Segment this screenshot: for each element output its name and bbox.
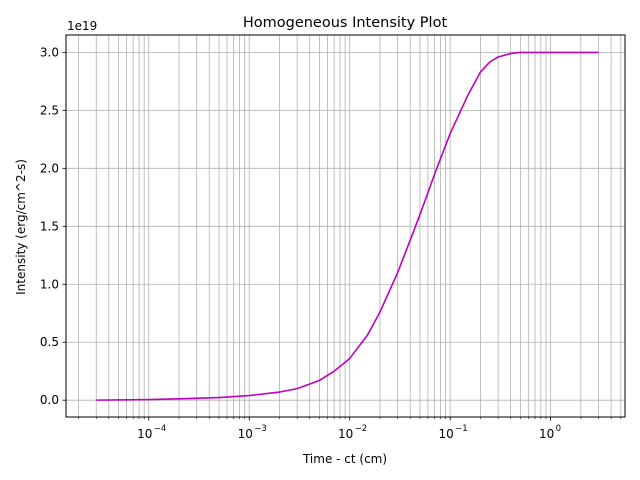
- y-tick-label: 0.5: [40, 335, 59, 349]
- axis-ticks: 10 −4 10 −3 10 −2 10 −1 10 00.00.51.01.52.02.53.0: [40, 45, 622, 441]
- x-tick-label: 10: [338, 427, 353, 441]
- x-tick-label-exponent: −2: [355, 424, 368, 434]
- x-tick-label: 10: [238, 427, 253, 441]
- y-offset-label: 1e19: [67, 19, 97, 33]
- y-tick-label: 2.5: [40, 103, 59, 117]
- grid: [66, 35, 625, 417]
- x-tick-label: 10: [539, 427, 554, 441]
- x-tick-label-exponent: −1: [455, 424, 468, 434]
- y-tick-label: 0.0: [40, 393, 59, 407]
- y-tick-label: 1.0: [40, 277, 59, 291]
- x-tick-label-exponent: −3: [254, 424, 267, 434]
- series-line-0: [96, 51, 599, 401]
- y-tick-label: 2.0: [40, 161, 59, 175]
- y-tick-label: 1.5: [40, 219, 59, 233]
- x-axis-label: Time - ct (cm): [302, 452, 387, 466]
- x-tick-label: 10: [439, 427, 454, 441]
- y-axis-label: Intensity (erg/cm^2-s): [14, 159, 28, 295]
- x-tick-label-exponent: −4: [154, 424, 167, 434]
- y-tick-label: 3.0: [40, 45, 59, 59]
- series-line-group: [96, 51, 599, 401]
- x-tick-label-exponent: 0: [556, 424, 561, 434]
- x-tick-label: 10: [137, 427, 152, 441]
- chart-title: Homogeneous Intensity Plot: [243, 15, 448, 31]
